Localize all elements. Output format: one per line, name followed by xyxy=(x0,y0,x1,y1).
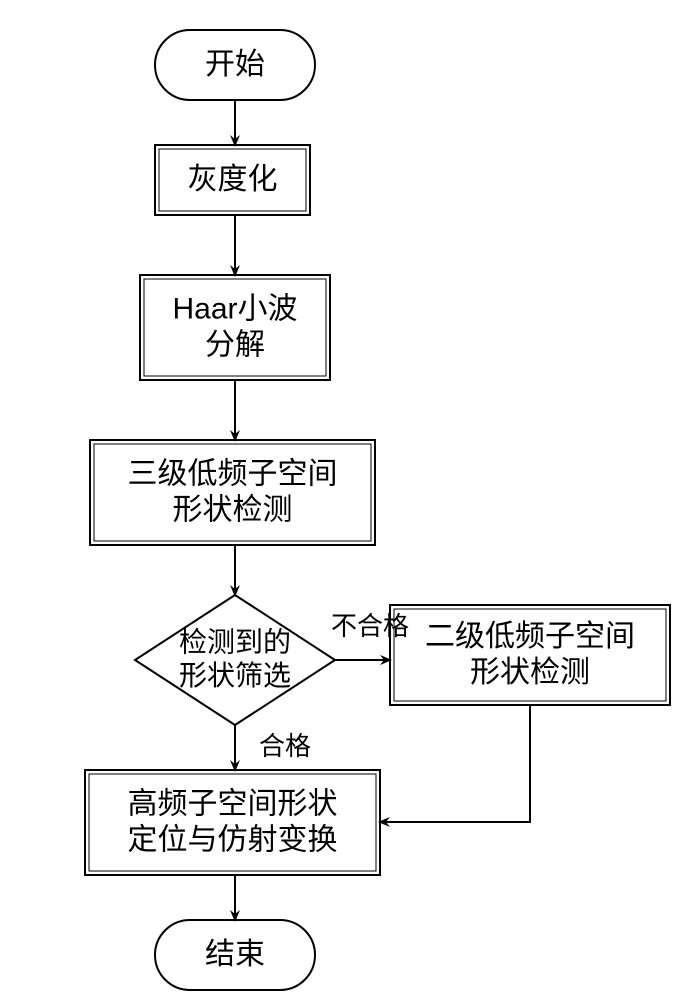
svg-text:灰度化: 灰度化 xyxy=(188,163,278,196)
node-lvl2: 二级低频子空间形状检测 xyxy=(390,605,670,705)
flowchart-diagram: 开始灰度化Haar小波分解三级低频子空间形状检测检测到的形状筛选二级低频子空间形… xyxy=(0,0,690,1000)
edge-label-decision-highfreq: 合格 xyxy=(259,731,311,761)
node-haar: Haar小波分解 xyxy=(140,275,330,380)
node-gray: 灰度化 xyxy=(155,145,310,215)
node-end: 结束 xyxy=(155,920,315,990)
node-start: 开始 xyxy=(155,30,315,100)
node-lvl3: 三级低频子空间形状检测 xyxy=(90,440,375,545)
svg-text:结束: 结束 xyxy=(205,938,265,971)
edge-label-decision-lvl2: 不合格 xyxy=(331,611,409,641)
node-highfreq: 高频子空间形状定位与仿射变换 xyxy=(85,770,380,875)
svg-text:开始: 开始 xyxy=(205,48,265,81)
